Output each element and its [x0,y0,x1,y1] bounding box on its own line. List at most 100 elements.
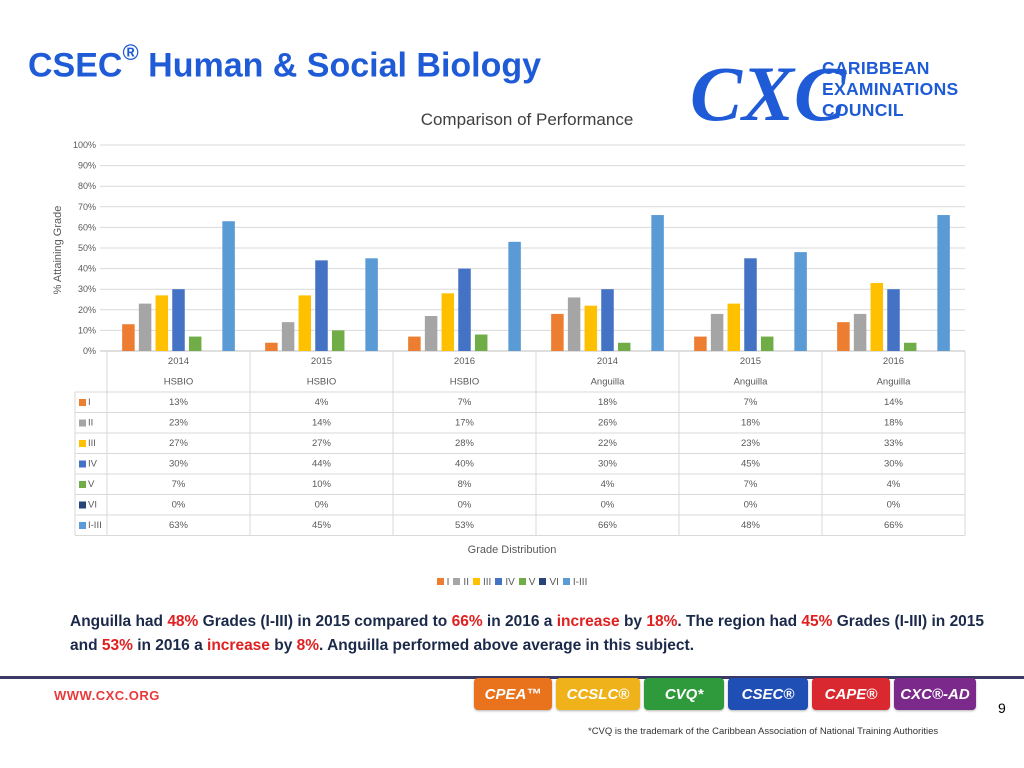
bar [710,313,724,351]
legend-item: II [453,577,469,588]
y-tick-label: 60% [78,222,96,232]
chart-legend: I II III IV V VI I-III [0,577,1024,588]
bar [138,303,152,351]
program-badge[interactable]: CPEA™ [474,678,552,710]
website-link[interactable]: WWW.CXC.ORG [54,688,160,703]
legend-label: II [463,577,469,588]
x-tick-year: 2015 [311,356,332,367]
bar [331,330,345,351]
program-badges: CPEA™ CCSLC® CVQ* CSEC® CAPE® CXC®-AD [474,678,976,710]
table-cell-value: 17% [455,418,475,429]
bar [441,293,455,351]
table-cell-value: 0% [601,500,615,511]
table-cell-value: 0% [744,500,758,511]
table-cell-value: 18% [884,418,904,429]
table-cell-value: 18% [741,418,761,429]
table-cell-value: 7% [458,397,472,408]
slide-title: CSEC® Human & Social Biology [28,40,542,85]
table-cell-value: 14% [312,418,332,429]
x-axis-label: Grade Distribution [467,544,557,556]
table-cell-value: 30% [884,459,904,470]
table-legend-swatch [79,399,86,406]
bar [937,215,950,351]
bar [760,336,774,351]
table-cell-value: 66% [598,520,618,531]
x-tick-group: HSBIO [450,377,480,388]
table-cell-value: 33% [884,438,904,449]
bar [172,289,185,351]
x-tick-year: 2015 [740,356,761,367]
table-cell-value: 4% [315,397,329,408]
program-badge[interactable]: CSEC® [728,678,808,710]
table-legend-swatch [79,419,86,427]
table-cell-value: 13% [169,397,189,408]
bar [265,342,278,351]
bar [365,258,378,351]
table-cell-value: 23% [169,418,189,429]
bar [887,289,900,351]
bar [122,324,135,351]
bar [651,215,664,351]
table-cell-value: 10% [312,479,332,490]
bar [474,334,488,351]
table-cell-value: 0% [172,500,186,511]
cxc-logo-mark: CXC [690,50,847,130]
table-cell-value: 26% [598,418,618,429]
bar [298,295,312,351]
table-cell-value: 8% [458,479,472,490]
table-cell-value: 0% [315,500,329,511]
bar [617,342,631,351]
legend-item: V [518,577,536,588]
y-tick-label: 0% [83,346,96,356]
y-tick-label: 10% [78,325,96,335]
legend-swatch [472,578,480,585]
table-cell-value: 45% [741,459,761,470]
x-tick-group: Anguilla [877,377,912,388]
y-tick-label: 90% [78,161,96,171]
org-name: CARIBBEAN EXAMINATIONS COUNCIL [822,58,959,120]
bar [870,283,884,351]
table-cell-value: 30% [169,459,189,470]
table-cell-value: 44% [312,459,332,470]
logo-lettering: CXC [690,50,847,130]
footnote: *CVQ is the trademark of the Caribbean A… [588,726,939,737]
table-series-name: VI [88,500,97,511]
legend-item: I-III [562,577,587,588]
bar [315,260,328,351]
y-tick-label: 40% [78,264,96,274]
table-cell-value: 4% [887,479,901,490]
program-badge[interactable]: CAPE® [812,678,890,710]
bar [155,295,169,351]
y-tick-label: 100% [73,140,96,150]
table-cell-value: 40% [455,459,475,470]
x-tick-group: HSBIO [164,377,194,388]
bar [551,313,564,351]
x-tick-year: 2014 [597,356,618,367]
x-tick-group: HSBIO [307,377,337,388]
table-cell-value: 0% [887,500,901,511]
table-cell-value: 7% [744,479,758,490]
table-series-name: I-III [88,520,102,531]
y-axis-label: % Attaining Grade [52,206,64,295]
bar [727,303,741,351]
program-badge[interactable]: CXC®-AD [894,678,976,710]
program-badge[interactable]: CCSLC® [556,678,640,710]
legend-label: VI [549,577,559,588]
x-tick-year: 2016 [883,356,904,367]
bar [458,268,471,351]
bar [794,252,807,351]
table-series-name: I [88,397,91,408]
legend-label: V [528,577,536,588]
table-cell-value: 4% [601,479,615,490]
cxc-logo: CXC [690,50,847,130]
x-tick-year: 2014 [168,356,189,367]
y-tick-label: 30% [78,284,96,294]
table-cell-value: 45% [312,520,332,531]
bar [408,336,421,351]
footer-divider [0,676,1024,679]
table-cell-value: 27% [169,438,189,449]
table-cell-value: 23% [741,438,761,449]
legend-swatch [436,578,444,585]
program-badge[interactable]: CVQ* [644,678,724,710]
bar [424,315,438,351]
